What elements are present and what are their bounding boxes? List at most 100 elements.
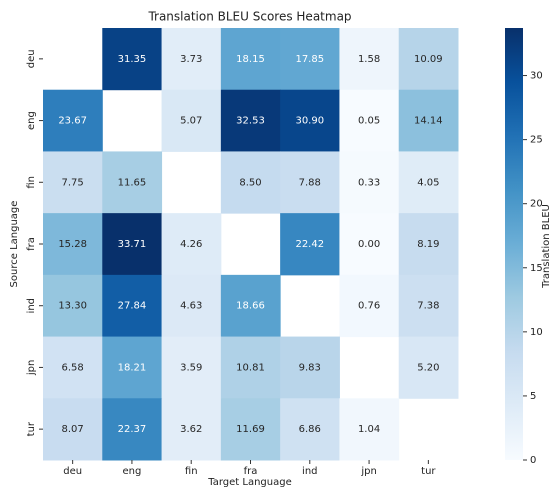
cell-label: 10.81 (236, 362, 265, 373)
heatmap-cell (161, 274, 222, 338)
cell-label: 15.28 (58, 239, 87, 250)
heatmap-cell (220, 274, 281, 338)
heatmap-cell (161, 213, 222, 276)
cell-label: 30.90 (295, 116, 324, 127)
cell-label: 14.14 (414, 116, 443, 127)
heatmap-cell (161, 398, 222, 461)
cell-label: 27.84 (118, 301, 147, 312)
cell-label: 13.30 (58, 301, 87, 312)
heatmap-cell (280, 28, 340, 91)
heatmap-cell (280, 213, 340, 276)
y-tick-label: fin (26, 176, 37, 189)
chart-title: Translation BLEU Scores Heatmap (147, 10, 351, 24)
heatmap-cell (339, 398, 400, 461)
x-axis-label: Target Language (207, 477, 291, 488)
heatmap-cell (398, 28, 459, 91)
cell-label: 33.71 (118, 239, 147, 250)
x-tick-label: tur (421, 466, 436, 477)
cell-label: 3.62 (180, 424, 202, 435)
cell-label: 22.42 (295, 239, 324, 250)
heatmap-cell (398, 274, 459, 338)
colorbar-tick-label: 15 (530, 263, 543, 274)
heatmap-cell (339, 213, 400, 276)
cell-label: 3.73 (180, 54, 202, 65)
cell-label: 4.05 (417, 177, 439, 188)
y-tick-label: tur (26, 421, 37, 436)
x-tick-label: jpn (360, 466, 376, 477)
cell-label: 7.75 (62, 177, 84, 188)
heatmap-cell (161, 336, 222, 399)
heatmap-cell (280, 151, 340, 214)
x-tick-label: deu (63, 466, 82, 477)
cell-label: 1.58 (358, 54, 380, 65)
cell-label: 0.00 (358, 239, 380, 250)
heatmap-cell (339, 28, 400, 91)
cell-label: 3.59 (180, 362, 202, 373)
heatmap-cell (280, 89, 340, 152)
cell-label: 18.15 (236, 54, 265, 65)
heatmap-cell (43, 213, 103, 276)
heatmap-cell (102, 151, 163, 214)
heatmap-cell (102, 336, 163, 399)
x-tick-label: fra (244, 466, 258, 477)
heatmap-cell (398, 151, 459, 214)
cell-label: 18.21 (118, 362, 147, 373)
heatmap-cell (102, 28, 163, 91)
heatmap-cell (339, 89, 400, 152)
heatmap-cell (220, 89, 281, 152)
y-tick-label: jpn (26, 360, 37, 376)
cell-label: 17.85 (295, 54, 324, 65)
cell-label: 7.38 (417, 301, 439, 312)
cell-label: 11.69 (236, 424, 265, 435)
cell-label: 8.07 (62, 424, 84, 435)
cell-label: 5.20 (417, 362, 439, 373)
x-tick-label: fin (185, 466, 198, 477)
heatmap-cell (43, 398, 103, 461)
cell-label: 23.67 (58, 116, 87, 127)
heatmap-cell (43, 336, 103, 399)
heatmap-cell (220, 398, 281, 461)
cell-label: 0.05 (358, 116, 380, 127)
y-tick-label: deu (26, 49, 37, 68)
heatmap-cell (339, 151, 400, 214)
cell-label: 5.07 (180, 116, 202, 127)
colorbar-label: Translation BLEU (541, 204, 552, 289)
heatmap-cell (339, 274, 400, 338)
heatmap-cell (43, 151, 103, 214)
heatmap-cell (220, 151, 281, 214)
cell-label: 8.19 (417, 239, 439, 250)
heatmap-cell (398, 89, 459, 152)
colorbar-tick-label: 30 (530, 71, 543, 82)
colorbar-tick-label: 25 (530, 135, 543, 146)
heatmap-cell (398, 213, 459, 276)
y-tick-label: fra (26, 237, 37, 251)
heatmap-cell (220, 28, 281, 91)
colorbar (505, 28, 523, 460)
cell-label: 10.09 (414, 54, 443, 65)
cell-label: 31.35 (118, 54, 147, 65)
cell-label: 18.66 (236, 301, 265, 312)
cell-label: 0.33 (358, 177, 380, 188)
heatmap-cell (102, 398, 163, 461)
cell-label: 7.88 (299, 177, 321, 188)
heatmap-cell (161, 28, 222, 91)
cell-label: 0.76 (358, 301, 380, 312)
heatmap-cell (398, 336, 459, 399)
y-axis-label: Source Language (9, 201, 20, 288)
cell-label: 32.53 (236, 116, 265, 127)
cell-label: 11.65 (118, 177, 147, 188)
cell-label: 22.37 (118, 424, 147, 435)
cell-label: 6.58 (62, 362, 84, 373)
x-tick-label: eng (123, 466, 142, 477)
cell-label: 1.04 (358, 424, 380, 435)
heatmap-cell (102, 213, 163, 276)
cell-label: 6.86 (299, 424, 321, 435)
heatmap-cell (280, 398, 340, 461)
heatmap-cell (43, 89, 103, 152)
cell-label: 8.50 (239, 177, 261, 188)
heatmap-cell (43, 274, 103, 338)
heatmap-cell (280, 336, 340, 399)
y-tick-label: eng (26, 111, 37, 130)
colorbar-tick-label: 5 (530, 391, 536, 402)
